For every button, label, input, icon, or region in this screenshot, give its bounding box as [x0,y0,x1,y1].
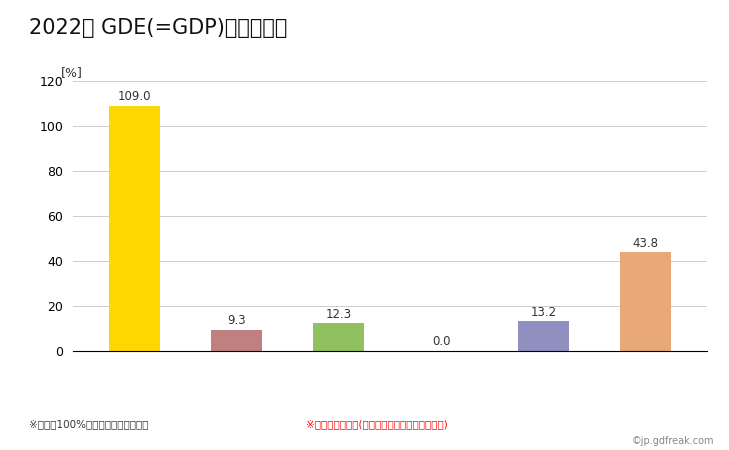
Text: ※合計が100%にならない国がある。: ※合計が100%にならない国がある。 [29,419,149,429]
Text: 2022年 GDE(=GDP)の支出構成: 2022年 GDE(=GDP)の支出構成 [29,18,287,38]
Bar [313,323,364,351]
Bar [620,252,671,351]
Text: 9.3: 9.3 [227,315,246,328]
Text: 43.8: 43.8 [633,237,659,250]
Text: 0.0: 0.0 [432,335,451,348]
Text: ※輸入は控除項目(マイナスの値をプラスで表示): ※輸入は控除項目(マイナスの値をプラスで表示) [306,419,448,429]
Text: [%]: [%] [61,66,83,79]
Bar [211,330,262,351]
Bar [109,106,160,351]
Bar [518,321,569,351]
Text: 109.0: 109.0 [117,90,151,103]
Text: ©jp.gdfreak.com: ©jp.gdfreak.com [632,436,714,446]
Text: 13.2: 13.2 [531,306,556,319]
Text: 12.3: 12.3 [326,308,352,320]
